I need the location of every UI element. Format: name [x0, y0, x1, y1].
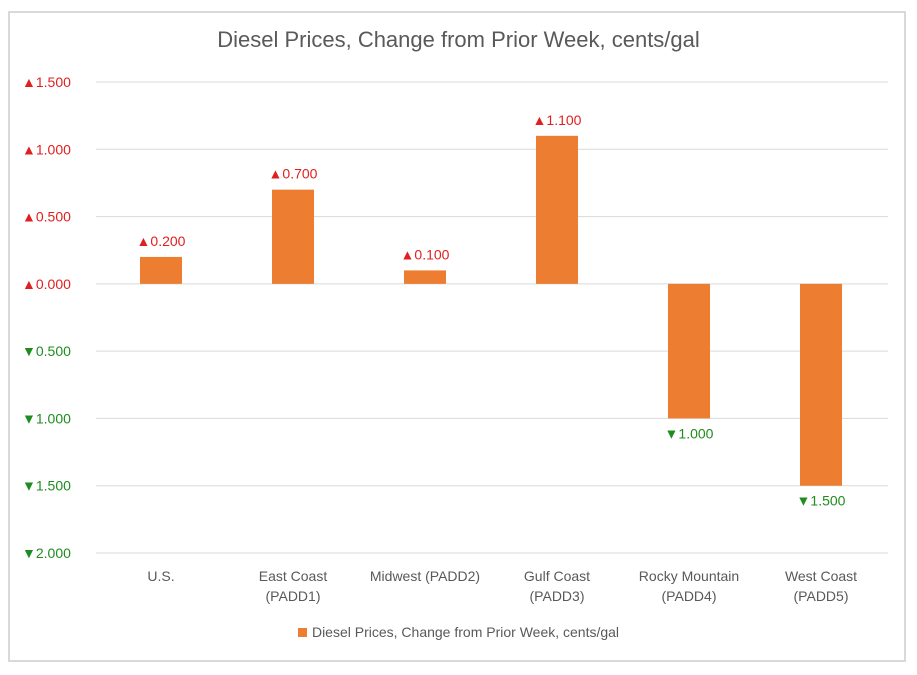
data-label: ▲0.100 — [401, 246, 450, 262]
x-tick-label: Midwest (PADD2) — [370, 568, 480, 584]
y-tick-label: ▼1.000 — [22, 410, 71, 426]
x-tick-label: (PADD5) — [794, 588, 849, 604]
x-tick-label: (PADD4) — [662, 588, 717, 604]
y-tick-label: ▼0.500 — [22, 343, 71, 359]
y-tick-label: ▲0.500 — [22, 209, 71, 225]
x-tick-label: Gulf Coast — [524, 568, 590, 584]
legend: Diesel Prices, Change from Prior Week, c… — [0, 624, 917, 640]
data-label: ▲0.700 — [269, 166, 318, 182]
x-tick-label: East Coast — [259, 568, 328, 584]
x-tick-label: (PADD3) — [530, 588, 585, 604]
chart-title: Diesel Prices, Change from Prior Week, c… — [217, 27, 700, 52]
bar — [272, 189, 314, 284]
data-label: ▼1.500 — [797, 493, 846, 509]
bar — [800, 283, 842, 486]
legend-label: Diesel Prices, Change from Prior Week, c… — [311, 624, 620, 640]
bar — [668, 283, 710, 419]
bar — [140, 256, 182, 284]
data-label: ▼1.000 — [665, 425, 714, 441]
bar — [536, 135, 578, 284]
bar — [404, 270, 446, 284]
x-tick-label: Rocky Mountain — [639, 568, 739, 584]
data-label: ▲0.200 — [137, 233, 186, 249]
y-tick-label: ▼2.000 — [22, 545, 71, 561]
x-tick-label: West Coast — [785, 568, 857, 584]
data-label: ▲1.100 — [533, 112, 582, 128]
x-tick-label: (PADD1) — [266, 588, 321, 604]
x-tick-label: U.S. — [147, 568, 174, 584]
legend-swatch — [297, 627, 307, 637]
y-tick-label: ▲1.000 — [22, 141, 71, 157]
y-tick-label: ▲0.000 — [22, 276, 71, 292]
y-tick-label: ▼1.500 — [22, 478, 71, 494]
y-tick-label: ▲1.500 — [22, 74, 71, 90]
